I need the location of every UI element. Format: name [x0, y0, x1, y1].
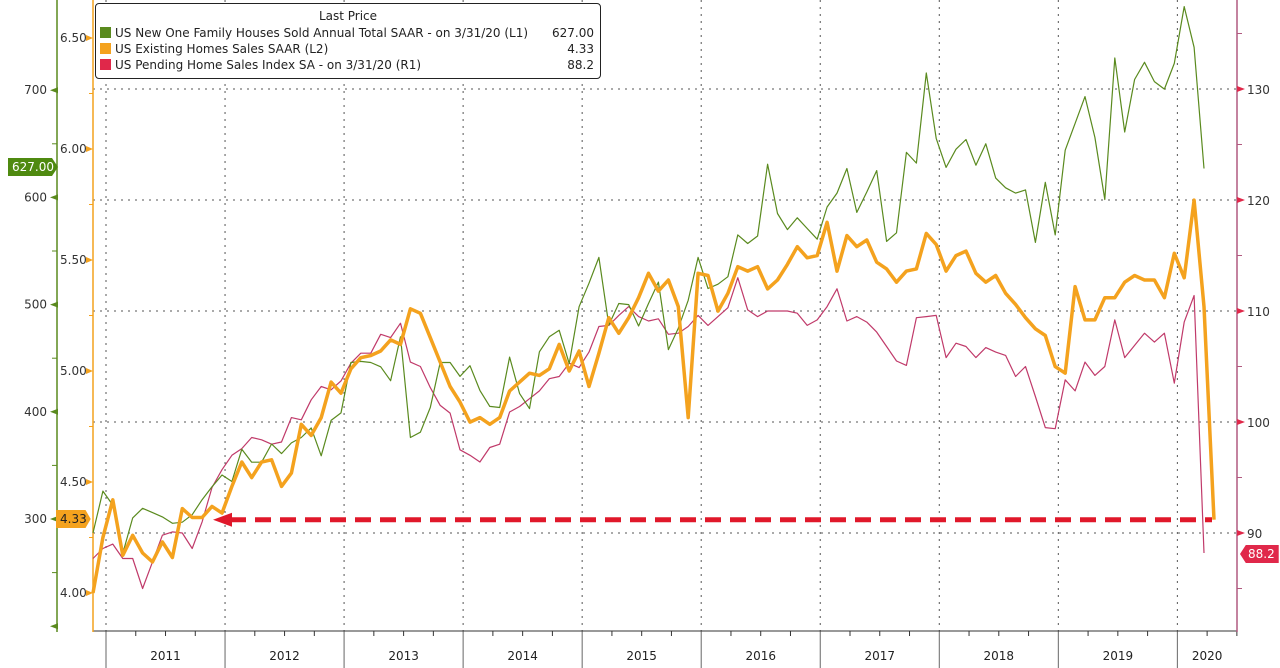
- l2-tick-label: 4.50: [60, 475, 87, 489]
- x-tick-label: 2014: [507, 649, 538, 663]
- l1-tick-label: 600: [24, 190, 47, 204]
- r1-tick-marker: [1237, 530, 1245, 536]
- l2-tick-label: 5.00: [60, 364, 87, 378]
- r1-tick-marker: [1237, 308, 1245, 314]
- annotation: [213, 512, 1212, 527]
- l1-tick-label: 700: [24, 83, 47, 97]
- l1-tick-marker: [50, 87, 58, 94]
- legend-swatch-green: [100, 27, 111, 38]
- legend-value: 627.00: [552, 26, 594, 40]
- annotation-arrowhead: [213, 512, 232, 527]
- x-tick-label: 2020: [1192, 649, 1223, 663]
- x-tick-label: 2017: [864, 649, 895, 663]
- r1-tick-marker: [1237, 86, 1245, 92]
- legend-item-existing-home-sales: US Existing Homes Sales SAAR (L2) 4.33: [100, 42, 594, 57]
- legend-label: US Pending Home Sales Index SA - on 3/31…: [115, 58, 422, 72]
- last-value-tag-l2: 4.33: [56, 510, 91, 528]
- axes: 2011 2012 2013 2014 2015 2016 2017 2018 2019 2020…: [24, 0, 1270, 668]
- l2-tick-marker: [86, 35, 93, 41]
- last-value-tag-r1: 88.2: [1240, 545, 1279, 563]
- l2-tick-marker: [86, 368, 93, 374]
- last-value-tag-l1: 627.00: [8, 158, 58, 176]
- legend-label: US New One Family Houses Sold Annual Tot…: [115, 26, 529, 40]
- l1-tick-marker: [50, 194, 58, 201]
- l2-tick-marker: [86, 479, 93, 485]
- l2-tick-label: 4.00: [60, 586, 87, 600]
- legend-label: US Existing Homes Sales SAAR (L2): [115, 42, 329, 56]
- l2-tick-label: 6.00: [60, 142, 87, 156]
- l2-tick-marker: [86, 257, 93, 263]
- l1-tick-marker: [50, 623, 58, 630]
- x-tick-label: 2012: [269, 649, 300, 663]
- r1-tick-marker: [1237, 197, 1245, 203]
- legend-value: 88.2: [567, 58, 594, 72]
- legend: Last Price US New One Family Houses Sold…: [95, 3, 601, 79]
- l2-tick-label: 5.50: [60, 253, 87, 267]
- l1-tick-marker: [50, 301, 58, 308]
- series-lines: [91, 5, 1216, 594]
- x-tick-label: 2011: [150, 649, 181, 663]
- l2-tick-label: 6.50: [60, 31, 87, 45]
- r1-tick-label: 90: [1247, 527, 1262, 541]
- l1-tick-label: 300: [24, 512, 47, 526]
- series-line-r1: [92, 277, 1205, 590]
- l1-tick-label: 500: [24, 298, 47, 312]
- r1-tick-label: 110: [1247, 305, 1270, 319]
- legend-item-new-home-sales: US New One Family Houses Sold Annual Tot…: [100, 26, 594, 41]
- x-tick-label: 2015: [626, 649, 657, 663]
- legend-item-pending-home-sales: US Pending Home Sales Index SA - on 3/31…: [100, 58, 594, 73]
- legend-swatch-orange: [100, 43, 111, 54]
- r1-tick-label: 100: [1247, 416, 1270, 430]
- x-tick-label: 2013: [388, 649, 419, 663]
- x-tick-label: 2018: [984, 649, 1015, 663]
- series-line-l2: [91, 198, 1216, 594]
- series-line-l1: [92, 5, 1205, 554]
- l1-tick-label: 400: [24, 405, 47, 419]
- x-tick-label: 2019: [1103, 649, 1134, 663]
- legend-title: Last Price: [318, 9, 378, 23]
- l1-tick-marker: [50, 408, 58, 415]
- legend-value: 4.33: [567, 42, 594, 56]
- r1-tick-marker: [1237, 419, 1245, 425]
- l2-tick-marker: [86, 590, 93, 596]
- x-tick-label: 2016: [745, 649, 776, 663]
- gridlines: [93, 0, 1237, 631]
- r1-tick-label: 120: [1247, 194, 1270, 208]
- r1-tick-label: 130: [1247, 83, 1270, 97]
- legend-swatch-red: [100, 59, 111, 70]
- l2-tick-marker: [86, 146, 93, 152]
